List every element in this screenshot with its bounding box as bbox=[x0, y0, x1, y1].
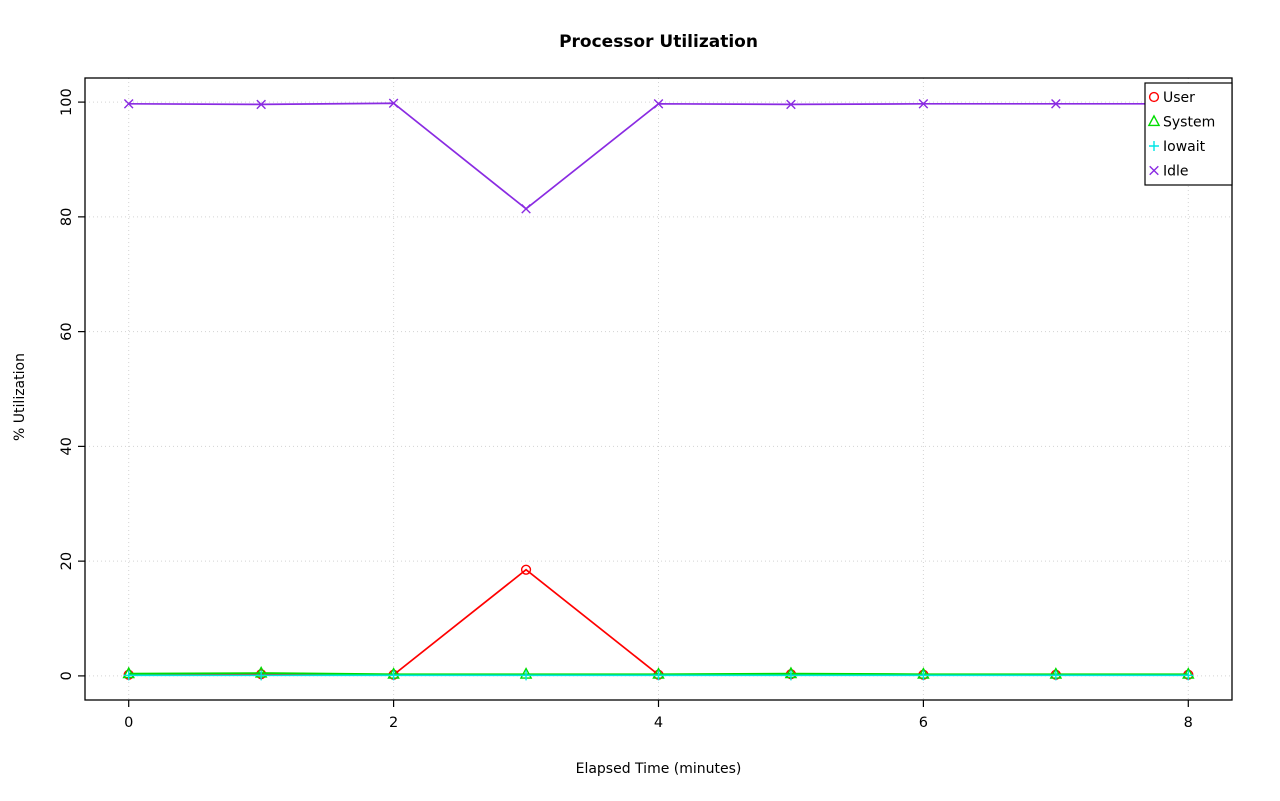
marker-plus bbox=[785, 670, 796, 681]
marker-plus bbox=[918, 670, 929, 681]
marker-plus bbox=[653, 670, 664, 681]
x-tick-label: 4 bbox=[654, 715, 663, 731]
marker-plus bbox=[1149, 141, 1159, 151]
marker-x bbox=[521, 204, 531, 214]
x-tick-label: 6 bbox=[919, 715, 928, 731]
legend-label-idle: Idle bbox=[1163, 164, 1189, 180]
marker-x bbox=[653, 99, 664, 109]
marker-triangle bbox=[1147, 114, 1161, 127]
x-tick-label: 8 bbox=[1184, 715, 1193, 731]
marker-plus bbox=[256, 670, 267, 681]
marker-plus bbox=[1050, 670, 1061, 681]
marker-x bbox=[388, 98, 399, 109]
marker-plus bbox=[1183, 670, 1194, 681]
marker-circle bbox=[520, 564, 532, 575]
legend-label-user: User bbox=[1163, 90, 1195, 106]
y-tick-label: 100 bbox=[59, 88, 75, 116]
series-line-idle bbox=[128, 102, 1189, 210]
y-tick-label: 80 bbox=[59, 208, 75, 226]
marker-x bbox=[256, 99, 266, 110]
y-axis-label: % Utilization bbox=[12, 353, 28, 441]
marker-plus bbox=[388, 670, 399, 681]
marker-x bbox=[786, 99, 796, 110]
legend-box bbox=[1144, 82, 1233, 186]
marker-x bbox=[123, 99, 134, 109]
marker-plus bbox=[521, 670, 532, 681]
marker-x bbox=[1051, 99, 1061, 109]
legend-label-iowait: Iowait bbox=[1163, 139, 1206, 155]
y-tick-label: 0 bbox=[59, 671, 75, 680]
y-tick-label: 20 bbox=[59, 552, 75, 570]
x-tick-label: 0 bbox=[124, 715, 133, 731]
y-tick-label: 60 bbox=[59, 322, 75, 340]
plot-box bbox=[84, 77, 1233, 701]
legend-label-system: System bbox=[1163, 115, 1215, 131]
marker-plus bbox=[123, 670, 134, 681]
marker-x bbox=[1149, 165, 1159, 176]
marker-x bbox=[918, 99, 929, 109]
chart-title: Processor Utilization bbox=[559, 32, 758, 52]
y-tick-label: 40 bbox=[59, 437, 75, 455]
x-tick-label: 2 bbox=[389, 715, 398, 731]
marker-circle bbox=[1148, 91, 1160, 103]
x-axis-label: Elapsed Time (minutes) bbox=[575, 761, 742, 777]
